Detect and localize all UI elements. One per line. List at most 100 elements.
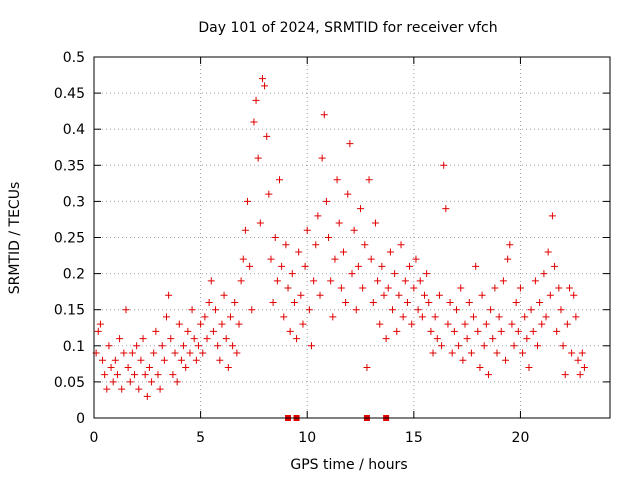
data-point [401, 277, 409, 285]
data-point [580, 363, 588, 371]
data-point [229, 342, 237, 350]
data-point [256, 219, 264, 227]
data-point [519, 349, 527, 357]
data-point [369, 298, 377, 306]
data-point [346, 140, 354, 148]
data-point [273, 277, 281, 285]
x-axis-label: GPS time / hours [290, 457, 407, 473]
data-point [572, 313, 580, 321]
data-point [352, 306, 360, 314]
data-point [531, 277, 539, 285]
data-point [482, 320, 490, 328]
data-point [414, 306, 422, 314]
y-tick-label: 0.2 [63, 267, 85, 283]
data-point [525, 363, 533, 371]
data-point [126, 378, 134, 386]
data-point [276, 176, 284, 184]
data-point [342, 298, 350, 306]
data-point [418, 313, 426, 321]
data-point [474, 327, 482, 335]
data-point [182, 363, 190, 371]
data-point [442, 205, 450, 213]
data-point [384, 284, 392, 292]
data-point [431, 313, 439, 321]
axis-ticks [93, 56, 610, 419]
data-point [284, 284, 292, 292]
data-point [574, 356, 582, 364]
data-point [131, 371, 139, 379]
y-tick-label: 0.05 [54, 375, 85, 391]
data-point [527, 306, 535, 314]
data-point [376, 320, 384, 328]
data-point [209, 327, 217, 335]
data-point [568, 349, 576, 357]
data-point [222, 335, 230, 343]
data-point [278, 262, 286, 270]
data-point [457, 284, 465, 292]
data-point [167, 335, 175, 343]
data-point [280, 313, 288, 321]
y-tick-label: 0.15 [54, 303, 85, 319]
data-points [92, 75, 588, 400]
data-point [553, 327, 561, 335]
data-point [333, 176, 341, 184]
data-point [420, 291, 428, 299]
data-point [122, 306, 130, 314]
data-point [188, 306, 196, 314]
data-point [540, 270, 548, 278]
data-point [141, 371, 149, 379]
data-point [438, 342, 446, 350]
data-point [192, 356, 200, 364]
data-point [169, 371, 177, 379]
data-point [578, 349, 586, 357]
data-point [480, 342, 488, 350]
data-point [271, 234, 279, 241]
data-point [212, 306, 220, 314]
data-point [506, 241, 514, 249]
data-point [199, 349, 207, 357]
data-point [318, 154, 326, 162]
data-point [205, 298, 213, 306]
data-point [391, 270, 399, 278]
y-tick-labels: 0 0.05 0.1 0.15 0.2 0.25 0.3 0.35 0.4 0.45 0.5 [54, 50, 85, 427]
data-point [504, 255, 512, 263]
data-point [111, 356, 119, 364]
data-point [465, 298, 473, 306]
data-point [116, 335, 124, 343]
data-point [105, 342, 113, 350]
data-point [399, 313, 407, 321]
data-point [239, 255, 247, 263]
y-tick-label: 0.45 [54, 86, 85, 102]
data-point [406, 262, 414, 270]
data-point [484, 371, 492, 379]
x-tick-label: 15 [405, 430, 423, 446]
data-point [148, 378, 156, 386]
y-tick-label: 0.4 [63, 122, 85, 138]
plot-frame [93, 56, 611, 419]
data-point [145, 363, 153, 371]
data-point [476, 363, 484, 371]
data-point [269, 298, 277, 306]
data-point [133, 342, 141, 350]
data-point [335, 219, 343, 227]
data-point [252, 96, 260, 104]
data-point [472, 262, 480, 270]
data-point [293, 335, 301, 343]
data-point [378, 262, 386, 270]
x-tick-label: 20 [512, 430, 530, 446]
data-point [233, 349, 241, 357]
data-point [536, 298, 544, 306]
data-point [429, 349, 437, 357]
data-point [194, 342, 202, 350]
data-point [495, 313, 503, 321]
data-point [467, 349, 475, 357]
data-point [461, 320, 469, 328]
data-point [516, 284, 524, 292]
data-point [534, 342, 542, 350]
data-point [124, 363, 132, 371]
y-tick-label: 0.25 [54, 231, 85, 247]
data-point [203, 335, 211, 343]
data-point [512, 298, 520, 306]
data-point [450, 327, 458, 335]
data-point [371, 219, 379, 227]
